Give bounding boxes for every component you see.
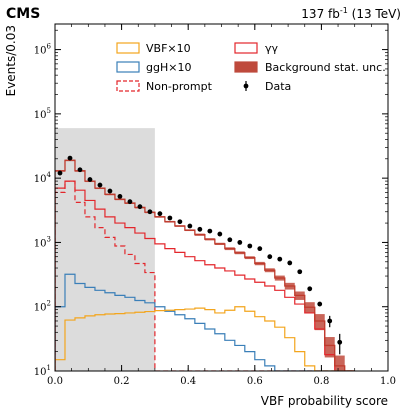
energy-label: (13 TeV) [348,7,401,21]
y-tick-exponent: 1 [47,364,51,372]
legend-label: γγ [265,42,279,55]
data-point [67,155,73,161]
y-tick-exponent: 6 [47,43,52,51]
data-point [267,254,273,260]
y-axis-label: Events/0.03 [4,25,18,96]
x-tick-label: 0.4 [180,376,196,387]
y-tick-label: 101 [34,364,51,378]
plot-content [55,128,355,371]
y-tick-label: 105 [34,107,51,121]
x-axis-label: VBF probability score [261,394,388,408]
legend-swatch [116,61,140,73]
data-point [227,237,233,243]
y-tick-exponent: 5 [47,107,51,115]
data-point [97,182,103,188]
legend-label: ggH×10 [146,61,191,74]
data-point [107,188,113,194]
y-tick-base: 10 [34,367,47,378]
x-tick-label: 0.2 [114,376,130,387]
data-point [317,301,323,307]
shaded-region [55,128,155,371]
series-line [55,180,355,371]
legend-swatch [116,80,140,92]
x-tick-label: 0.6 [247,376,263,387]
data-point [87,177,93,182]
data-point [117,194,123,199]
x-tick-label: 0.8 [313,376,329,387]
luminosity-label: 137 fb-1 (13 TeV) [301,6,401,21]
y-tick-label: 103 [34,235,51,249]
legend-marker [243,83,249,89]
band-bin [324,337,335,358]
legend-label: Non-prompt [146,80,213,93]
data-point [207,228,213,234]
y-tick-exponent: 4 [47,171,52,179]
data-point [257,246,263,252]
data-point [297,269,303,275]
legend-label: VBF×10 [146,42,191,55]
luminosity-value: 137 fb [301,7,340,21]
data-point [157,211,163,217]
data-point [237,240,243,245]
luminosity-exponent: -1 [340,6,348,15]
data-point [57,170,63,176]
band-bin [334,355,345,371]
series-line [55,306,355,371]
experiment-label: CMS [6,6,40,22]
data-point [337,339,343,345]
legend-swatch [116,42,140,54]
y-tick-label: 104 [34,171,52,185]
x-tick-label: 0.0 [47,376,63,387]
y-tick-base: 10 [34,174,47,185]
series-line [55,159,355,371]
y-tick-base: 10 [34,110,47,121]
legend-swatch [234,61,258,73]
data-point [217,231,223,237]
legend: VBF×10 γγ ggH×10 Background stat. unc. Non-p… [116,42,386,93]
y-tick-label: 102 [34,300,51,314]
data-point [247,243,253,249]
data-point [187,223,193,229]
y-tick-base: 10 [34,46,47,57]
data-point [177,219,183,225]
data-point [197,226,203,232]
y-tick-exponent: 3 [47,235,51,243]
y-tick-base: 10 [34,238,47,249]
data-point [307,286,313,292]
x-tick-label: 1.0 [380,376,396,387]
data-point [277,256,283,262]
y-tick-exponent: 2 [47,300,51,308]
data-point [147,209,153,215]
legend-label: Data [265,80,291,93]
band-bin [314,314,325,331]
data-point [167,215,173,221]
data-point [287,260,293,266]
legend-swatch [234,42,258,54]
y-tick-label: 106 [34,43,52,57]
legend-label: Background stat. unc. [265,61,386,74]
y-tick-base: 10 [34,303,47,314]
data-point [137,204,143,210]
series-line [55,273,355,371]
data-point [327,318,333,324]
data-point [127,199,133,205]
data-point [77,167,83,173]
